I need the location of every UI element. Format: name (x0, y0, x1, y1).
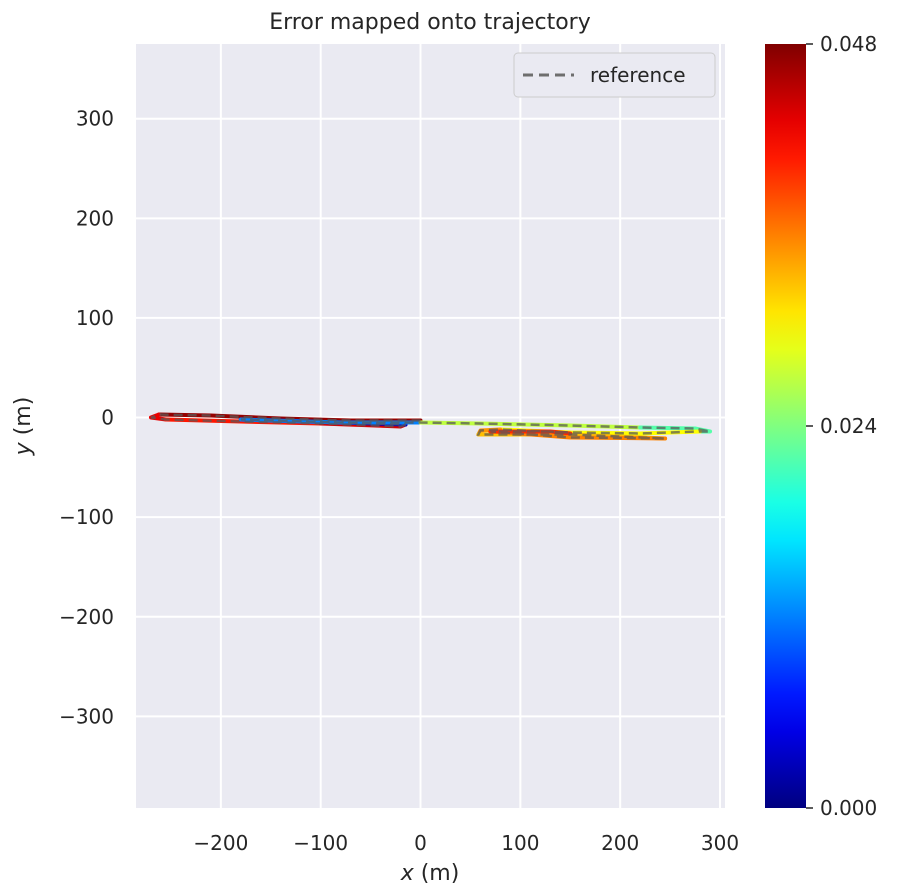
y-axis-label: y (m) (11, 397, 36, 457)
y-tick-label: 200 (76, 206, 114, 230)
x-tick-label: 100 (501, 831, 539, 855)
y-tick-label: 300 (76, 107, 114, 131)
trajectory (148, 412, 713, 441)
colorbar-tick-label: 0.048 (820, 32, 877, 56)
reference-line (150, 413, 711, 440)
grid (136, 44, 725, 808)
colorbar: 0.048 0.024 0.000 (765, 32, 877, 820)
x-tick-label: 200 (601, 831, 639, 855)
chart-title: Error mapped onto trajectory (269, 10, 590, 35)
y-tick-label: −100 (59, 505, 114, 529)
legend-box (513, 52, 716, 98)
x-axis-ticks: −200 −100 0 100 200 300 (193, 831, 739, 855)
legend: reference (513, 52, 716, 98)
x-tick-label: 0 (414, 831, 427, 855)
legend-reference-label: reference (590, 63, 686, 87)
colorbar-gradient (765, 44, 806, 808)
colorbar-tick-label: 0.024 (820, 414, 877, 438)
y-tick-label: 0 (101, 406, 114, 430)
x-tick-label: −100 (293, 831, 348, 855)
x-tick-label: −200 (193, 831, 248, 855)
y-tick-label: −200 (59, 605, 114, 629)
y-tick-label: 100 (76, 306, 114, 330)
x-axis-label: x (m) (400, 861, 460, 886)
colorbar-tick-label: 0.000 (820, 796, 877, 820)
x-tick-label: 300 (701, 831, 739, 855)
colorbar-ticks: 0.048 0.024 0.000 (806, 32, 877, 820)
y-axis-ticks: 300 200 100 0 −100 −200 −300 (59, 107, 114, 729)
y-tick-label: −300 (59, 704, 114, 728)
